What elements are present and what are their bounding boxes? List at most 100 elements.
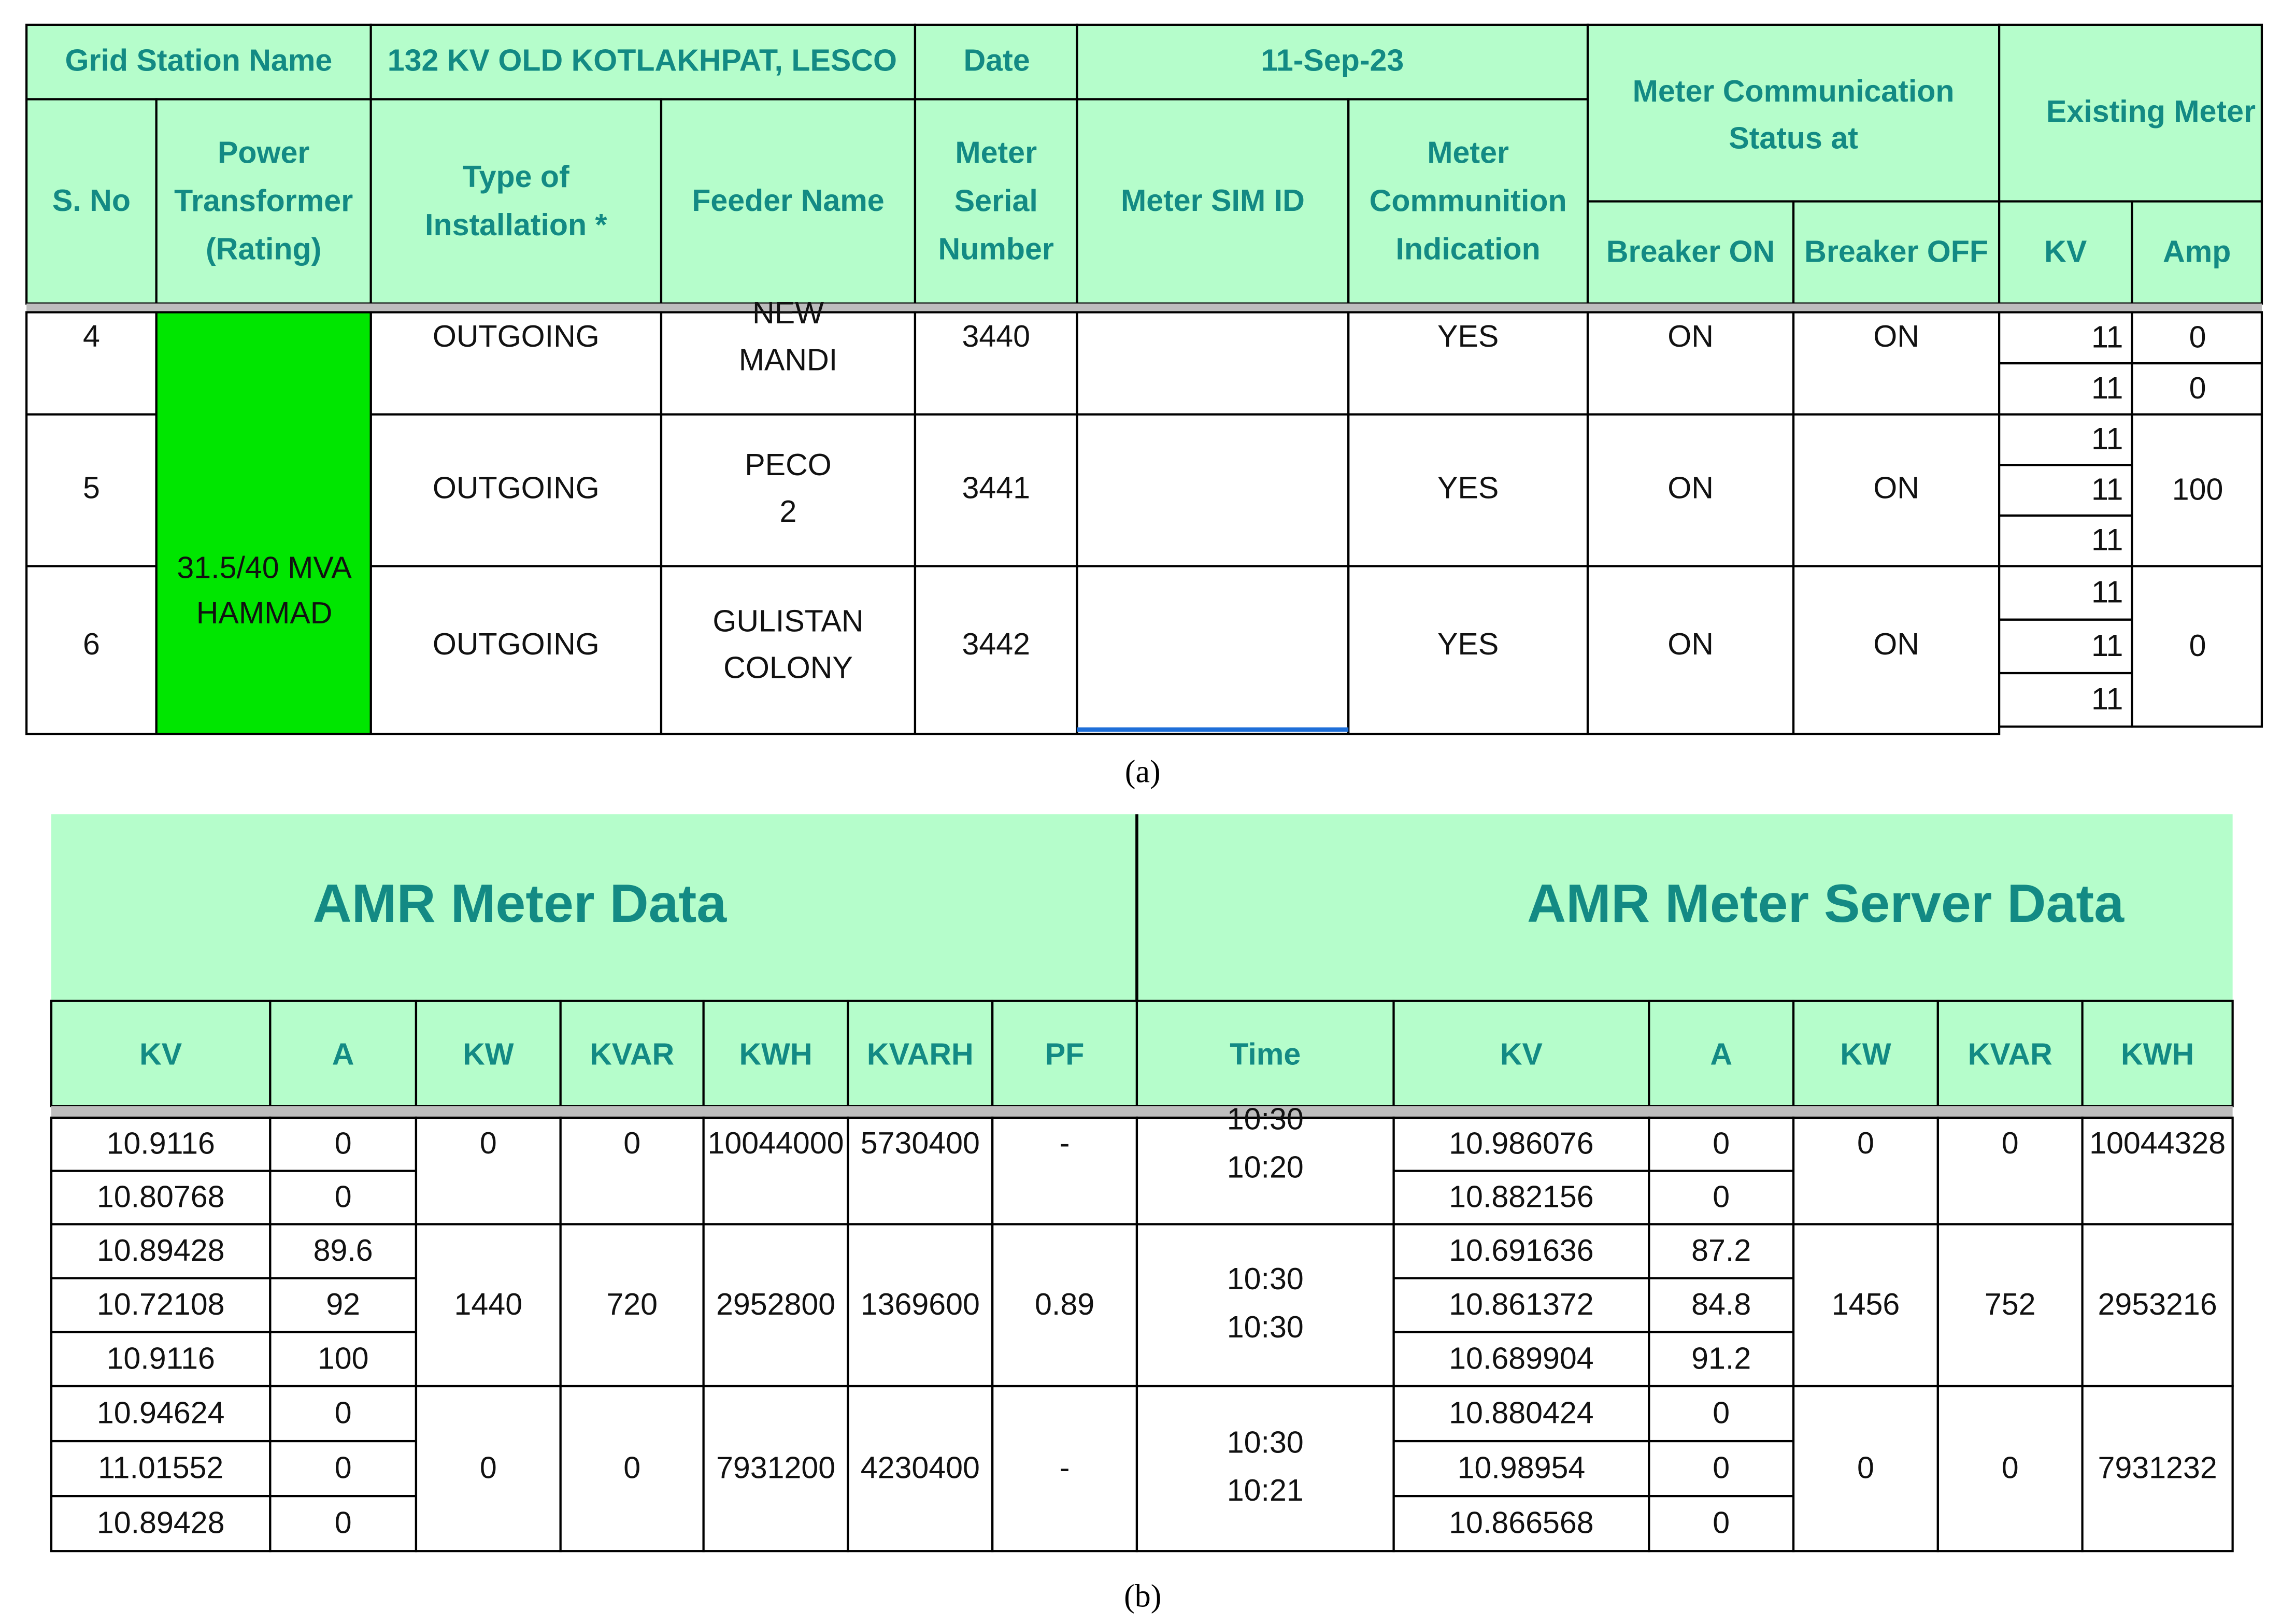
cell-text: 10.691636 (1449, 1233, 1594, 1267)
cell-text: 89.6 (313, 1233, 373, 1267)
section-title: AMR Meter Server Data (1527, 874, 2125, 934)
cell (914, 98, 1078, 305)
cell-text: 11 (2091, 421, 2123, 456)
cell-text: 10:30 (1227, 1309, 1304, 1344)
cell (559, 1223, 705, 1388)
cell (1135, 1223, 1395, 1388)
separator (26, 303, 2262, 312)
column-header: KWH (739, 1036, 812, 1071)
cell-text: OUTGOING (433, 471, 600, 505)
cell (2081, 1116, 2234, 1226)
cell (991, 1000, 1138, 1107)
cell-text: 10044328 (2089, 1126, 2226, 1160)
cell (369, 98, 663, 305)
column-header: KV (139, 1036, 182, 1071)
cell (269, 1223, 418, 1279)
cell (369, 565, 663, 735)
cell-text: ON (1873, 626, 1919, 661)
cell (1648, 1440, 1795, 1498)
cell (1392, 1000, 1650, 1107)
column-header: KV (2044, 234, 2087, 269)
column-header: Amp (2163, 234, 2231, 269)
column-header: Breaker OFF (1804, 234, 1988, 269)
cell-text: 10.80768 (97, 1179, 225, 1214)
cell-text: 10.9116 (107, 1341, 215, 1375)
cell (415, 1385, 562, 1552)
cell (25, 565, 158, 735)
cell-text: 10:30 (1227, 1424, 1304, 1459)
cell-text: 10.861372 (1449, 1287, 1594, 1321)
cell-text: 0 (2002, 1450, 2019, 1485)
cell-text: 0 (1713, 1450, 1730, 1485)
column-header: A (332, 1036, 354, 1071)
cell-text: 1440 (454, 1287, 523, 1321)
cell (1998, 464, 2133, 517)
cell (1392, 1116, 1650, 1172)
cell-text: 0 (480, 1126, 497, 1160)
cell (847, 1223, 994, 1388)
cell (1392, 1385, 1650, 1443)
cell (1076, 98, 1350, 305)
cell (559, 1000, 705, 1107)
cell (269, 1170, 418, 1226)
cell-text: ON (1873, 471, 1919, 505)
cell (50, 1440, 272, 1498)
cell (1648, 1170, 1795, 1226)
column-header: Type of Installation * (425, 159, 607, 242)
transformer-cell (155, 311, 372, 735)
cell (1347, 311, 1589, 416)
cell-text: 4 (83, 319, 100, 353)
cell-text: 11 (2091, 371, 2123, 405)
cell-text: 10:21 (1227, 1473, 1304, 1507)
title-band (51, 814, 2233, 1001)
cell (1648, 1495, 1795, 1552)
cell (369, 23, 917, 101)
cell (1792, 413, 2001, 567)
cell (155, 98, 372, 305)
column-header: Meter Communition Indication (1370, 135, 1567, 266)
cell (415, 1116, 562, 1226)
cell (2081, 1385, 2234, 1552)
cell-text: 10.98954 (1458, 1450, 1586, 1485)
cell-text: PECO 2 (745, 447, 832, 529)
header: 132 KV OLD KOTLAKHPAT, LESCO (388, 43, 897, 78)
cell-text: 1456 (1832, 1287, 1900, 1321)
cell (2131, 200, 2263, 305)
cell-text: ON (1667, 626, 1714, 661)
cell-text: 10:30 (1227, 1261, 1304, 1296)
cell (269, 1440, 418, 1498)
cell-text: 720 (606, 1287, 658, 1321)
cell (25, 98, 158, 305)
header: Existing Meter (2046, 94, 2256, 129)
cell-text: ON (1667, 471, 1714, 505)
cell-text: 10044000 (708, 1126, 844, 1160)
cell-text: 10:30 (1227, 1102, 1304, 1136)
header: Meter Communication Status at (1633, 74, 1955, 155)
cell (1586, 23, 2001, 203)
column-header: Breaker ON (1606, 234, 1775, 269)
caption: (b) (1124, 1578, 1161, 1614)
cell-text: 10.89428 (97, 1233, 225, 1267)
cell (1648, 1116, 1795, 1172)
cell-text: 11 (2091, 681, 2123, 716)
cell-text: 4230400 (861, 1450, 980, 1485)
section-title: AMR Meter Data (312, 874, 727, 934)
cell-text: 7931200 (716, 1450, 835, 1485)
cell (1135, 1116, 1395, 1226)
cell-text: 84.8 (1691, 1287, 1751, 1321)
cell (1792, 1000, 1939, 1107)
cell (50, 1331, 272, 1388)
caption: (a) (1125, 754, 1161, 789)
cell (1392, 1440, 1650, 1498)
cell (1347, 565, 1589, 735)
cell-text: 11 (2091, 628, 2123, 663)
cell-text: 752 (1985, 1287, 2036, 1321)
cell-text: - (1060, 1450, 1070, 1485)
cell-text: 87.2 (1691, 1233, 1751, 1267)
cell-text: YES (1437, 319, 1499, 353)
cell (1347, 98, 1589, 305)
column-header: KWH (2121, 1036, 2194, 1071)
column-header: KW (1840, 1036, 1891, 1071)
cell-text: 100 (318, 1341, 369, 1375)
cell-text: YES (1437, 626, 1499, 661)
